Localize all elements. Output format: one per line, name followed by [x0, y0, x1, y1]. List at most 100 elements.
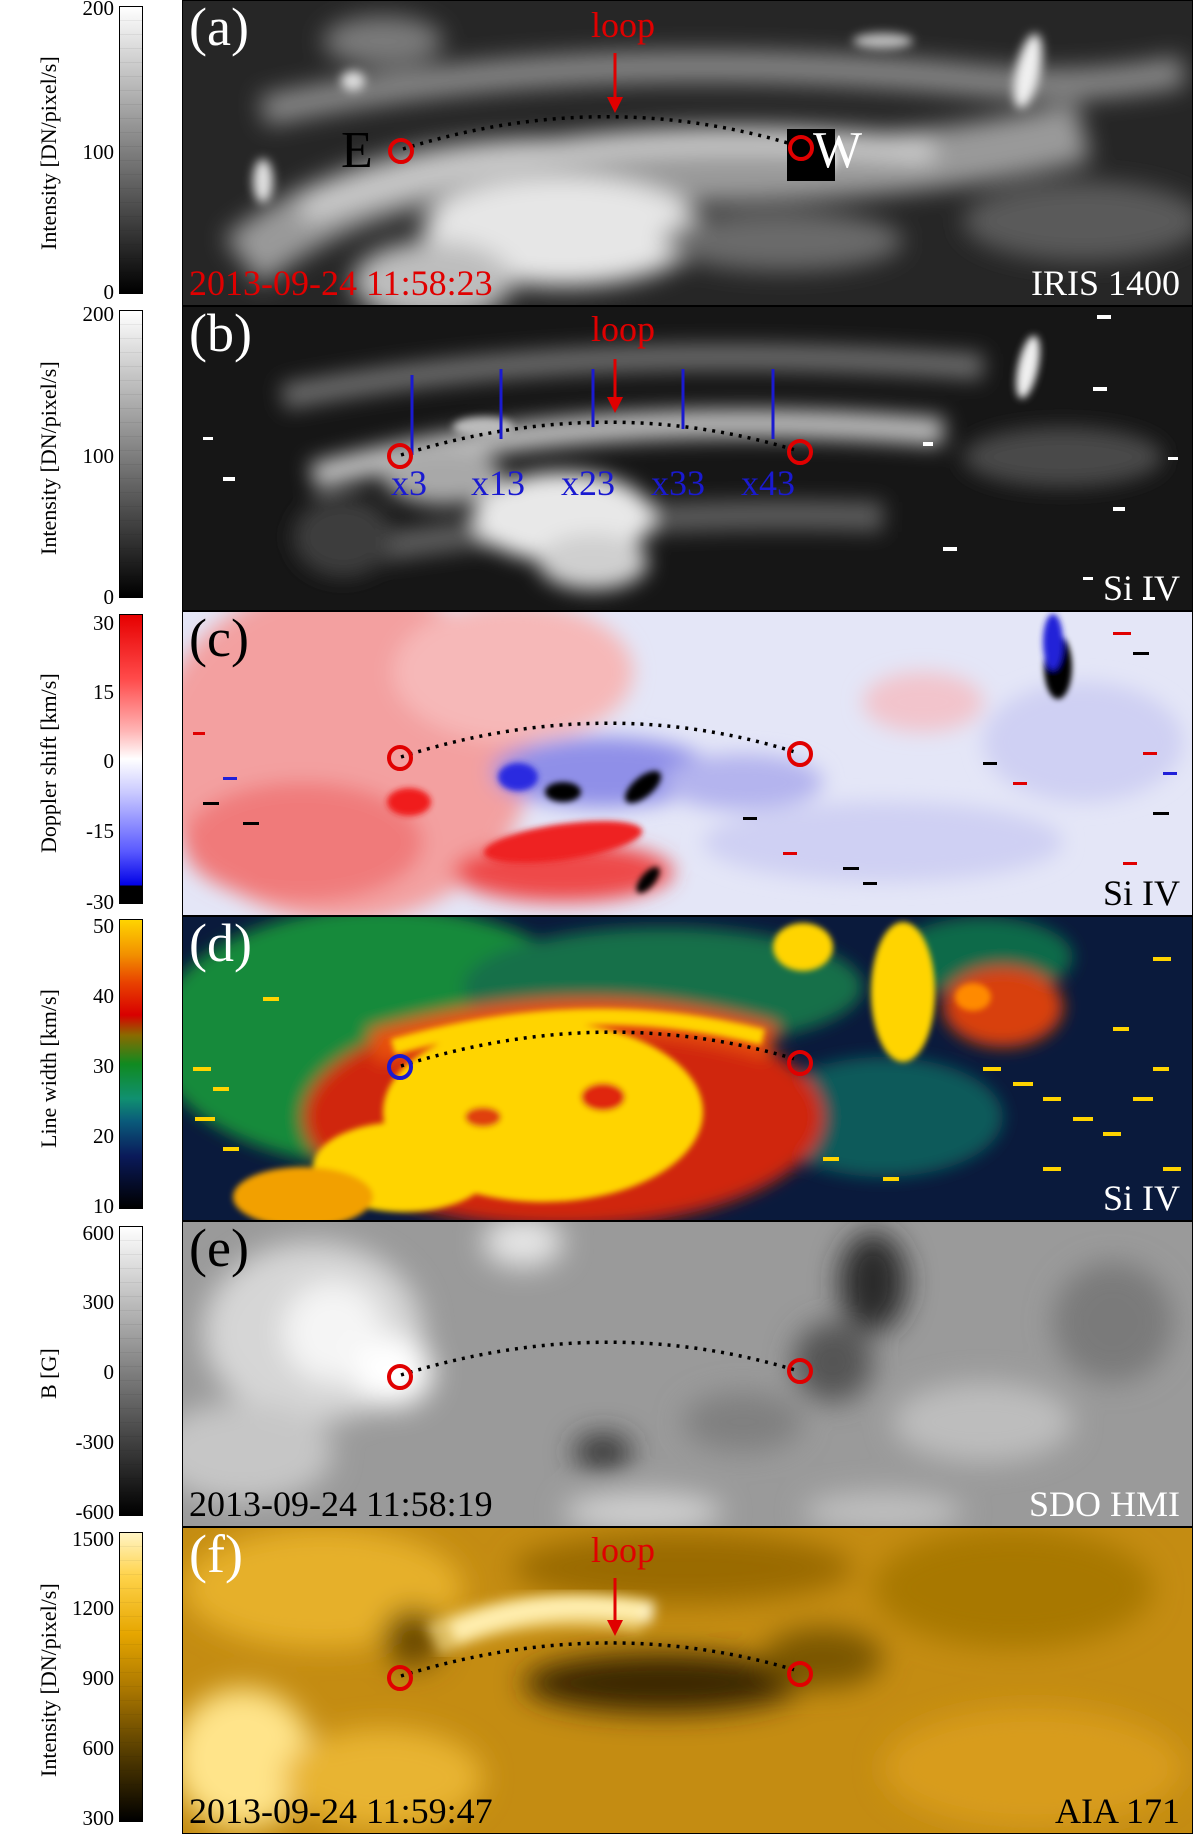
west-footpoint-marker	[787, 1358, 813, 1384]
west-footpoint-marker	[787, 1661, 813, 1687]
si-iv-intensity-image	[183, 307, 1192, 610]
colorbar-tick: -300	[75, 1430, 115, 1454]
colorbar-label: Intensity [DN/pixel/s]	[36, 56, 61, 250]
west-footpoint-marker	[788, 135, 814, 161]
colorbar-tick: 200	[82, 0, 115, 20]
colorbar-tick: 0	[103, 749, 115, 773]
panel-f-image: (f) loop 2013-09-24 11:59:47 AIA 171	[182, 1527, 1193, 1834]
cut-label-x3: x3	[391, 463, 427, 503]
row-d: Line width [km/s] 50 40 30 20 10	[0, 914, 1200, 1221]
colorbar-tick: 50	[93, 914, 114, 938]
colorbar-label: B [G]	[36, 1348, 61, 1400]
cut-label-x43: x43	[741, 463, 795, 503]
timestamp: 2013-09-24 11:59:47	[189, 1791, 493, 1831]
west-label: W	[813, 122, 863, 179]
loop-label: loop	[591, 1530, 656, 1570]
colorbar-tick: 100	[82, 444, 115, 468]
colorbar-label: Intensity [DN/pixel/s]	[36, 361, 61, 556]
colorbar-tick: 600	[82, 1221, 115, 1245]
colorbar-tick: 20	[93, 1124, 114, 1148]
instrument-label: Si IV	[1102, 873, 1180, 913]
east-footpoint-marker	[387, 443, 413, 469]
row-e: B [G] 600 300 0 -300 -600	[0, 1221, 1200, 1527]
colorbar-gray	[119, 6, 143, 294]
cut-label-x13: x13	[471, 463, 525, 503]
row-c: Doppler shift [km/s] 30 15 0 -15 -30	[0, 611, 1200, 916]
east-footpoint-marker	[387, 1364, 413, 1390]
colorbar-tick: 900	[82, 1666, 115, 1690]
colorbar-label: Intensity [DN/pixel/s]	[36, 1583, 61, 1778]
colorbar-tick: 200	[82, 302, 115, 326]
row-b: Intensity [DN/pixel/s] 200 100 0	[0, 302, 1200, 611]
east-footpoint-marker	[387, 1054, 413, 1080]
hmi-magnetogram-image	[183, 1222, 1192, 1526]
colorbar-tick: 300	[82, 1806, 115, 1830]
instrument-label: IRIS 1400	[1030, 263, 1180, 303]
colorbar-tick: 0	[103, 1360, 115, 1384]
loop-arrow-head	[607, 1620, 623, 1636]
colorbar-tick: 10	[93, 1194, 114, 1218]
colorbar-tick: 0	[103, 585, 115, 609]
east-footpoint-marker	[388, 138, 414, 164]
panel-label: (b)	[189, 306, 252, 363]
panel-label: (e)	[189, 1221, 249, 1278]
loop-arrow-head	[607, 97, 623, 113]
instrument-label: Si IV	[1102, 568, 1180, 608]
cut-label-x23: x23	[561, 463, 615, 503]
panel-a-image: (a) loop E W 2013-09-24 11:58:23 IRIS 14…	[182, 0, 1193, 306]
west-footpoint-marker	[787, 1050, 813, 1076]
row-f: Intensity [DN/pixel/s] 1500 1200 900 600…	[0, 1527, 1200, 1834]
doppler-shift-image	[183, 612, 1192, 915]
panel-label: (a)	[189, 0, 249, 57]
loop-label: loop	[591, 309, 656, 349]
panel-e-image: (e) 2013-09-24 11:58:19 SDO HMI	[182, 1221, 1193, 1527]
colorbar-tick: 30	[93, 1054, 114, 1078]
colorbar-tick: 1200	[72, 1596, 114, 1620]
colorbar-gray	[119, 310, 143, 598]
loop-path	[400, 1030, 796, 1068]
panel-c-image: (c) Si IV	[182, 611, 1193, 916]
loop-path	[400, 1340, 796, 1377]
loop-path	[402, 114, 799, 151]
colorbar-doppler	[119, 614, 143, 904]
colorbar-tick: 1500	[72, 1527, 114, 1551]
line-width-image	[183, 917, 1192, 1220]
panel-label: (d)	[189, 916, 252, 973]
loop-path	[400, 721, 796, 759]
cut-label-x33: x33	[651, 463, 705, 503]
colorbar-tick: -15	[86, 819, 114, 843]
colorbar-tick: 300	[82, 1290, 115, 1314]
west-footpoint-marker	[787, 439, 813, 465]
loop-path	[400, 1641, 796, 1678]
colorbar-tick: 0	[103, 280, 115, 304]
panel-b-image: (b) loop x3 x13 x23 x33 x43 Si IV	[182, 306, 1193, 611]
instrument-label: Si IV	[1102, 1178, 1180, 1218]
loop-label: loop	[591, 5, 656, 45]
east-footpoint-marker	[387, 745, 413, 771]
colorbar-tick: 100	[82, 140, 115, 164]
colorbar-tick: -600	[75, 1500, 115, 1524]
panel-label: (c)	[189, 611, 249, 668]
colorbar-tick: 15	[93, 680, 114, 704]
colorbar-tick: 30	[93, 611, 114, 635]
east-footpoint-marker	[387, 1665, 413, 1691]
instrument-label: AIA 171	[1055, 1791, 1180, 1831]
colorbar-gray	[119, 1226, 143, 1516]
instrument-label: SDO HMI	[1028, 1484, 1180, 1524]
colorbar-aia171	[119, 1532, 143, 1822]
timestamp: 2013-09-24 11:58:19	[189, 1484, 493, 1524]
colorbar-label: Line width [km/s]	[36, 989, 61, 1148]
loop-path	[400, 420, 796, 457]
panel-label: (f)	[189, 1527, 243, 1584]
colorbar-tick: 40	[93, 984, 114, 1008]
west-footpoint-marker	[787, 741, 813, 767]
colorbar-label: Doppler shift [km/s]	[36, 673, 61, 854]
loop-arrow-head	[607, 397, 623, 413]
panel-d-image: (d) Si IV	[182, 916, 1193, 1221]
colorbar-line-width	[119, 919, 143, 1209]
row-a: Intensity [DN/pixel/s] 200 100 0	[0, 0, 1200, 306]
iris-1400-image	[183, 1, 1192, 305]
colorbar-tick: -30	[86, 890, 114, 914]
east-label: E	[341, 122, 373, 179]
timestamp: 2013-09-24 11:58:23	[189, 263, 493, 303]
